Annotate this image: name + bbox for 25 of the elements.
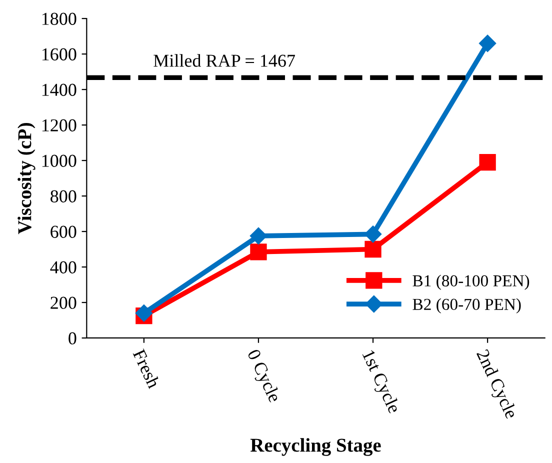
point	[364, 226, 382, 243]
point	[364, 240, 382, 258]
y-tick-label: 1400	[42, 84, 76, 96]
legend-label: B1 (80-100 PEN)	[412, 274, 530, 290]
ref-line-label: Milled RAP = 1467	[154, 54, 296, 67]
y-axis-title: Viscosity (cP)	[18, 123, 36, 234]
x-axis-title: Recycling Stage	[250, 438, 381, 456]
point	[479, 154, 496, 171]
y-tick-label: 800	[50, 190, 76, 202]
y-tick-label: 1200	[42, 119, 76, 132]
y-tick-label: 0	[68, 332, 76, 344]
y-tick-label: 400	[50, 261, 76, 274]
y-tick-label: 600	[50, 226, 76, 238]
point	[479, 34, 496, 52]
x-tick-label: Fresh	[132, 348, 161, 390]
point	[250, 244, 267, 260]
y-tick-label: 200	[50, 296, 76, 309]
x-tick-label: 0 Cycle	[244, 348, 282, 405]
y-tick-label: 1800	[42, 12, 76, 25]
x-tick-label: 1st Cycle	[358, 349, 402, 416]
y-tick-label: 1600	[42, 48, 76, 60]
x-tick-label: 2nd Cycle	[473, 348, 518, 421]
y-tick-label: 1000	[42, 154, 76, 167]
legend-label: B2 (60-70 PEN)	[412, 298, 521, 314]
point	[250, 227, 268, 244]
